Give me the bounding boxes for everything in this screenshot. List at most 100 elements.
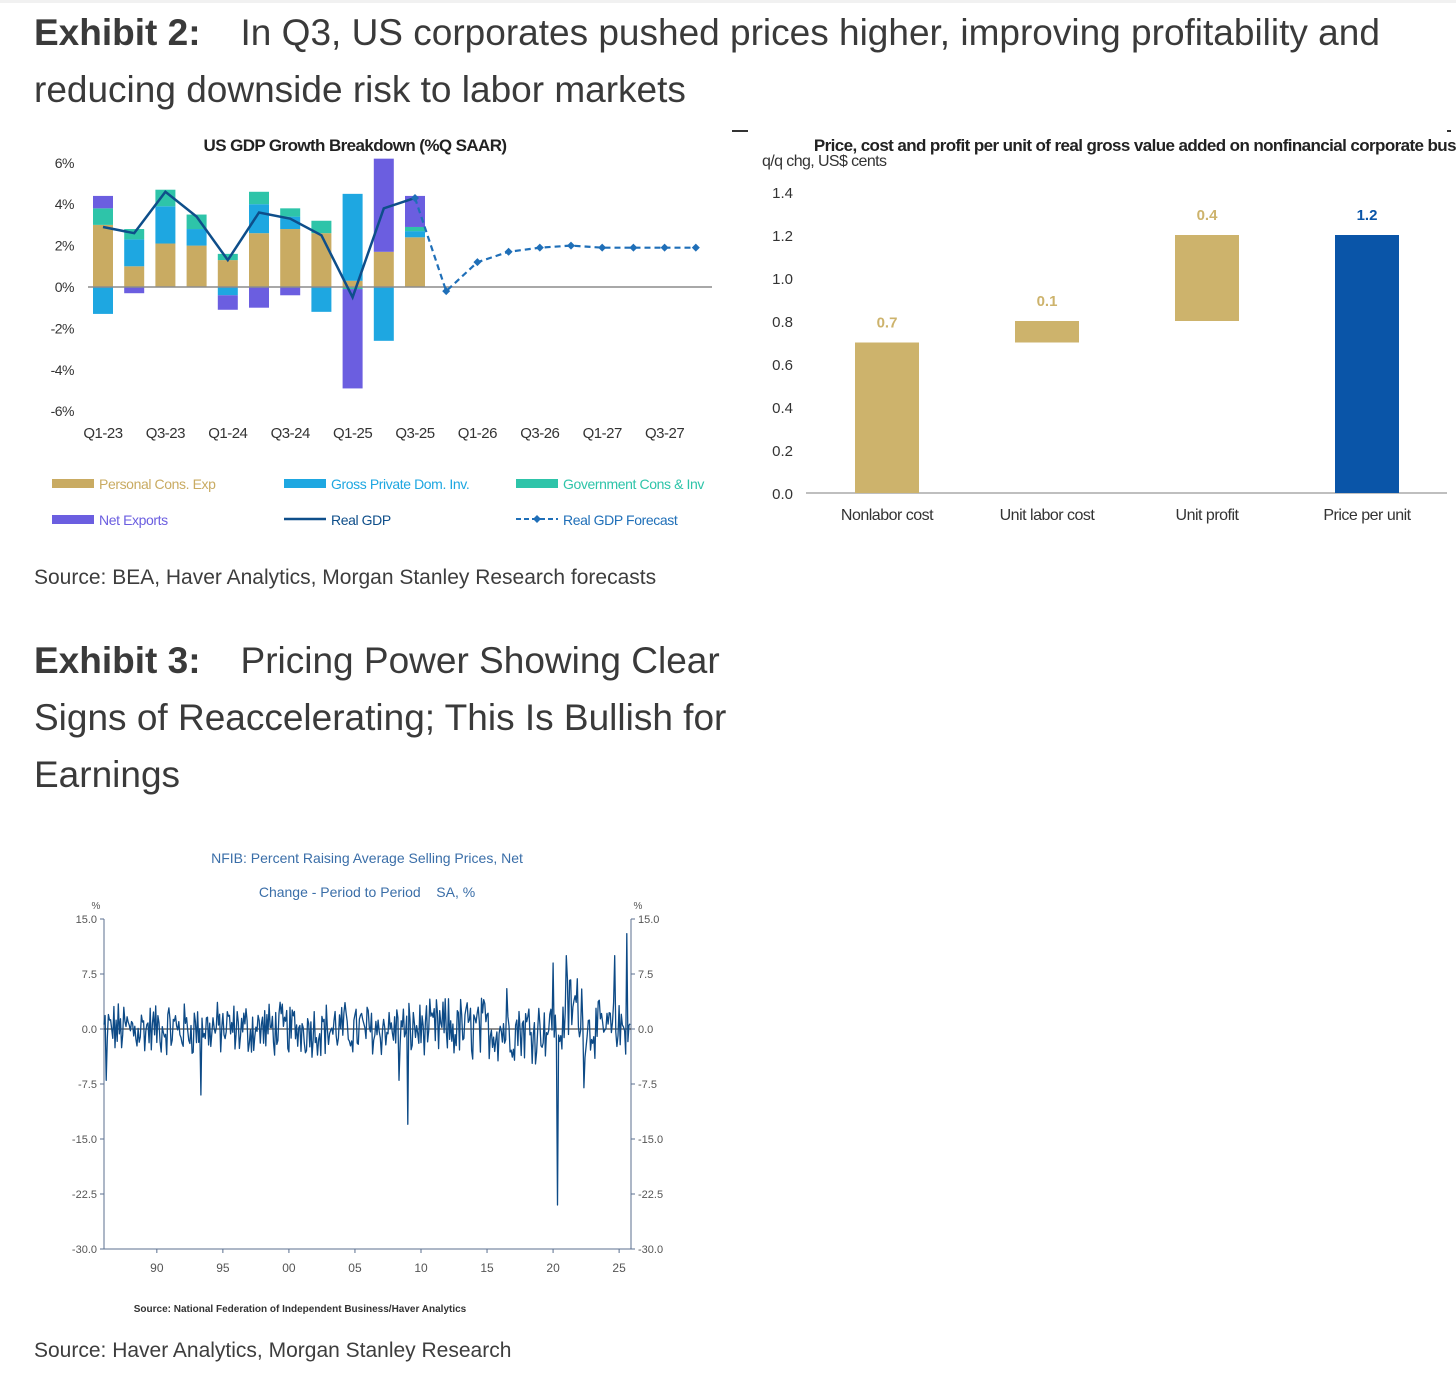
gdp-y-tick-label: -4% xyxy=(51,362,74,378)
gdp-forecast-point xyxy=(567,241,575,250)
gdp-x-ticks: Q1-23 Q3-23 Q1-24 Q3-24 Q1-25 Q3-25 Q1-26 Q3-26… xyxy=(83,425,684,442)
gdp-x-tick-label: Q1-26 xyxy=(458,425,497,442)
gdp-bar-segment xyxy=(249,191,269,205)
legend-label-gpdi: Gross Private Dom. Inv. xyxy=(331,476,469,492)
nfib-y-tick-label-right: 0.0 xyxy=(638,1024,653,1036)
gdp-x-tick-label: Q3-23 xyxy=(146,425,185,442)
nfib-y-tick-label: 7.5 xyxy=(82,969,97,981)
nfib-unit-left: % xyxy=(92,901,101,912)
pcp-y-ticks: 1.4 1.2 1.0 0.8 0.6 0.4 0.2 0.0 xyxy=(772,185,793,503)
gdp-bar-segment xyxy=(342,280,363,287)
nfib-y-tick-label-right: -15.0 xyxy=(638,1134,663,1146)
nfib-y-tick-label: 0.0 xyxy=(82,1024,97,1036)
nfib-y-tick-label: -30.0 xyxy=(72,1244,97,1256)
nfib-x-tick-label: 10 xyxy=(414,1261,428,1275)
price-cost-profit-chart: Price, cost and profit per unit of real … xyxy=(732,130,1456,524)
pcp-bar xyxy=(1335,235,1399,493)
gdp-y-tick-label: 6% xyxy=(55,155,74,171)
pcp-category-label: Unit profit xyxy=(1176,507,1240,524)
nfib-y-tick-label: -15.0 xyxy=(72,1134,97,1146)
gdp-chart: US GDP Growth Breakdown (%Q SAAR) 6% 4% 2%… xyxy=(51,136,712,528)
gdp-bar-segment xyxy=(124,239,145,267)
gdp-forecast-point xyxy=(473,258,482,267)
gdp-bar-segment xyxy=(280,208,301,217)
nfib-y-tick-label: 15.0 xyxy=(76,914,97,926)
gdp-x-tick-label: Q1-23 xyxy=(83,425,122,442)
gdp-x-tick-label: Q1-27 xyxy=(583,425,622,442)
gdp-forecast-point xyxy=(691,243,700,252)
nfib-y-tick-label-right: -22.5 xyxy=(638,1189,663,1201)
nfib-y-tick-label-right: -7.5 xyxy=(638,1079,657,1091)
gdp-y-tick-label: -2% xyxy=(51,320,74,336)
gdp-forecast-point xyxy=(504,247,513,256)
gdp-forecast-point xyxy=(535,243,544,252)
legend-label-gdp: Real GDP xyxy=(331,512,391,528)
exhibit-2-source: Source: BEA, Haver Analytics, Morgan Sta… xyxy=(34,566,657,589)
gdp-y-tick-label: 4% xyxy=(55,196,74,212)
gdp-bar-segment xyxy=(342,289,363,389)
legend-swatch-gov xyxy=(516,479,558,488)
pcp-title-tspan: Price, cost and profit per unit of real … xyxy=(814,136,1456,155)
gdp-forecast-point xyxy=(660,243,669,252)
gdp-bar-segment xyxy=(217,260,238,287)
nfib-y-tick-label-right: -30.0 xyxy=(638,1244,663,1256)
real-gdp-forecast-line xyxy=(413,197,696,294)
gdp-bar-segment xyxy=(217,295,238,310)
gdp-bar-segment xyxy=(373,158,394,252)
gdp-bar-segment xyxy=(342,287,363,290)
pcp-y-tick-label: 0.8 xyxy=(772,314,793,331)
pcp-data-label: 0.4 xyxy=(1197,207,1219,224)
nfib-x-tick-label: 15 xyxy=(480,1261,494,1275)
nfib-x-tick-label: 90 xyxy=(150,1261,164,1275)
gdp-x-tick-label: Q3-24 xyxy=(271,425,310,442)
gdp-forecast-point xyxy=(442,287,451,296)
pcp-data-label: 0.1 xyxy=(1037,293,1058,310)
gdp-bar-segment xyxy=(155,206,176,244)
nfib-x-tick-label: 00 xyxy=(282,1261,296,1275)
gdp-x-tick-label: Q3-27 xyxy=(645,425,684,442)
pcp-category-label: Price per unit xyxy=(1323,507,1411,524)
nfib-series-line xyxy=(103,933,631,1206)
nfib-x-tick-label: 25 xyxy=(612,1261,626,1275)
gdp-bar-segment xyxy=(280,287,301,296)
gdp-bars xyxy=(93,158,425,389)
pcp-category-label: Unit labor cost xyxy=(1000,507,1096,524)
gdp-x-tick-label: Q1-25 xyxy=(333,425,372,442)
gdp-forecast-point xyxy=(598,243,607,252)
pcp-category-label: Nonlabor cost xyxy=(841,507,934,524)
gdp-bar-segment xyxy=(405,195,425,227)
exhibit-2-label: Exhibit 2: xyxy=(34,12,201,53)
legend-label-forecast: Real GDP Forecast xyxy=(563,512,678,528)
pcp-y-tick-label: 0.6 xyxy=(772,357,793,374)
legend-forecast-marker xyxy=(533,515,541,523)
gdp-y-ticks: 6% 4% 2% 0% -2% -4% -6% xyxy=(51,155,75,419)
gdp-x-tick-label: Q3-25 xyxy=(395,425,434,442)
pcp-y-tick-label: 1.4 xyxy=(772,185,793,202)
nfib-title-1: NFIB: Percent Raising Average Selling Pr… xyxy=(211,850,523,866)
gdp-bar-segment xyxy=(280,229,301,287)
gdp-bar-segment xyxy=(217,253,238,261)
gdp-bar-segment xyxy=(373,287,394,341)
legend-label-gov: Government Cons & Inv xyxy=(563,476,704,492)
nfib-y-tick-label: -7.5 xyxy=(78,1079,97,1091)
nfib-source: Source: National Federation of Independe… xyxy=(134,1304,467,1315)
nfib-title-2: Change - Period to Period SA, % xyxy=(259,884,475,900)
nfib-x-ticks: 90 95 00 05 10 15 20 25 xyxy=(150,1249,626,1275)
gdp-bar-segment xyxy=(249,204,269,234)
gdp-bar-segment xyxy=(186,245,207,287)
gdp-chart-title: US GDP Growth Breakdown (%Q SAAR) xyxy=(204,136,507,155)
nfib-y-tick-label-right: 7.5 xyxy=(638,969,653,981)
gdp-y-tick-label: -6% xyxy=(51,403,74,419)
gdp-bar-segment xyxy=(93,287,113,314)
gdp-bar-segment xyxy=(405,226,425,232)
gdp-legend: Personal Cons. Exp Gross Private Dom. In… xyxy=(52,476,705,528)
gdp-bar-segment xyxy=(342,193,363,281)
exhibit-2-title: In Q3, US corporates pushed prices highe… xyxy=(34,12,1380,110)
pcp-y-tick-label: 0.2 xyxy=(772,443,793,460)
legend-label-pce: Personal Cons. Exp xyxy=(99,476,216,492)
legend-swatch-pce xyxy=(52,479,94,488)
pcp-y-tick-label: 0.0 xyxy=(772,486,793,503)
legend-swatch-netx xyxy=(52,515,94,524)
gdp-bar-segment xyxy=(124,266,145,287)
